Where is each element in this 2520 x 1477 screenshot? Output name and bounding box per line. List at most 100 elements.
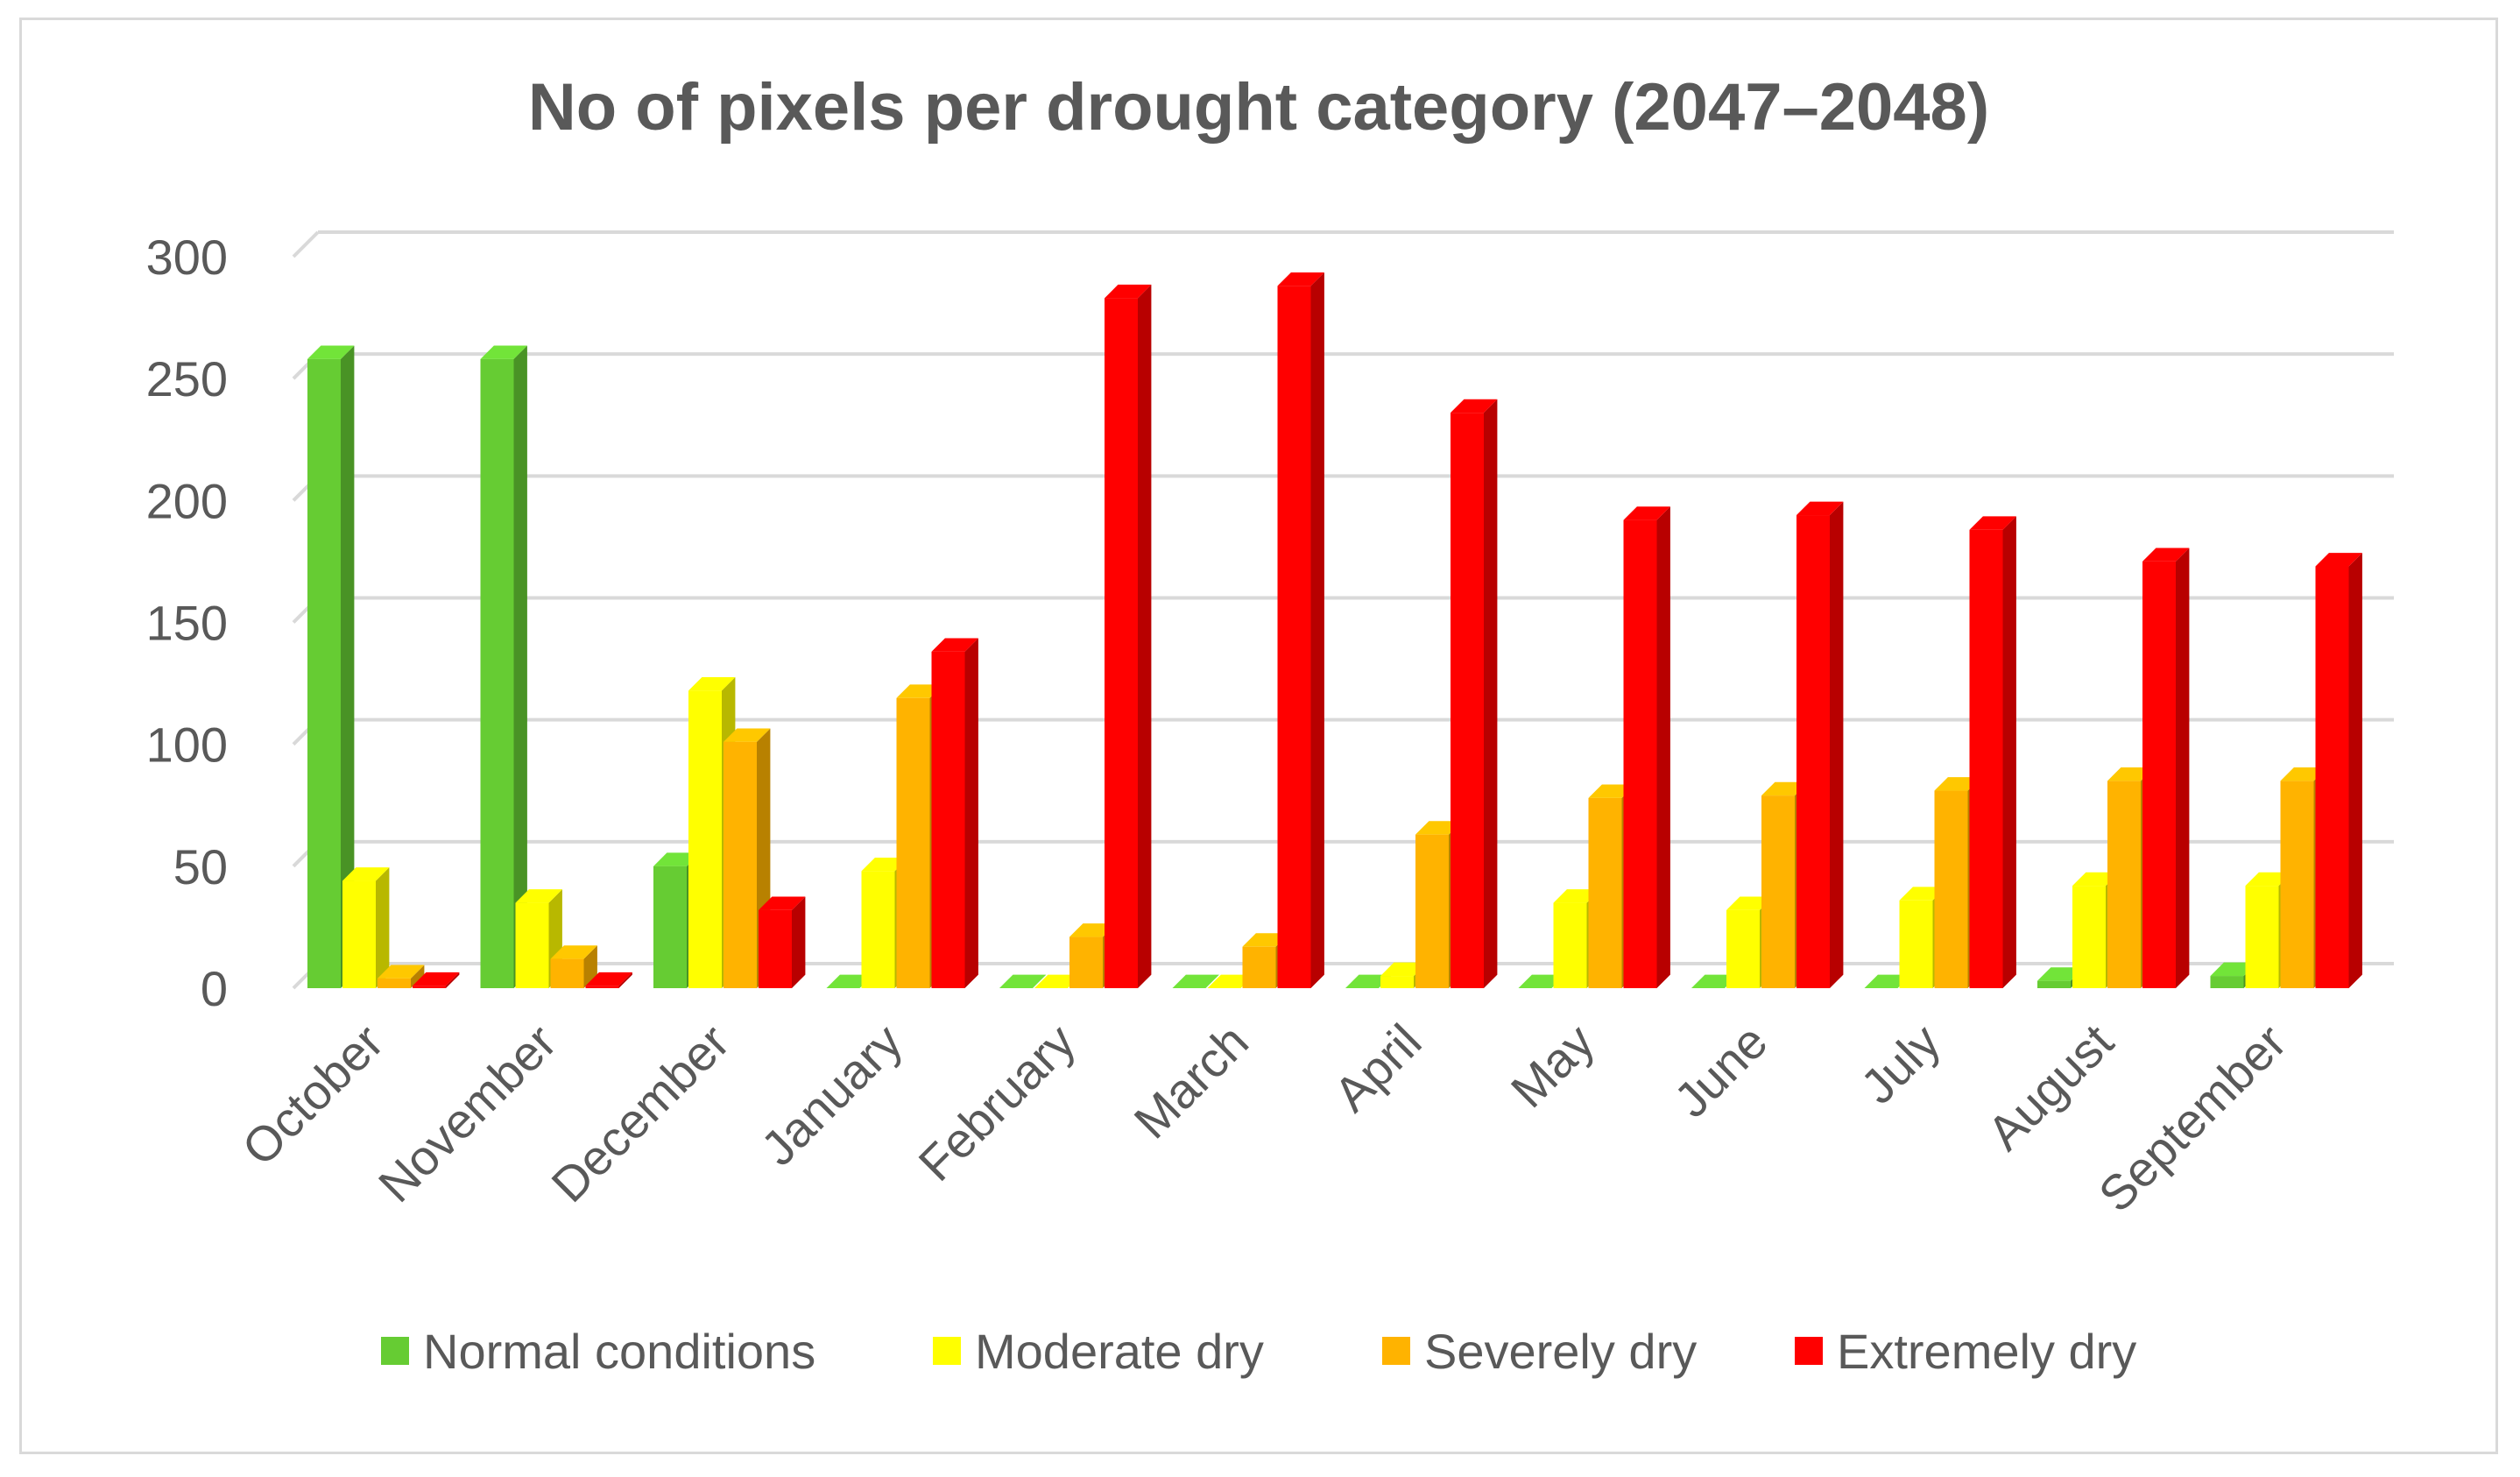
bar-side <box>792 896 806 988</box>
y-tick-label: 50 <box>173 839 228 894</box>
bar-top <box>2315 553 2362 567</box>
bar-group-august <box>2037 548 2190 988</box>
bar <box>515 889 562 988</box>
bar-front <box>1553 902 1587 988</box>
bar-front <box>550 958 584 988</box>
bar-front <box>1969 529 2003 988</box>
bar-group-february <box>999 284 1152 989</box>
bar-group-september <box>2210 553 2362 988</box>
bar-front <box>1726 909 1760 988</box>
y-tick-label: 300 <box>146 230 228 285</box>
bar-side <box>446 972 460 988</box>
bar-front <box>688 690 722 988</box>
bar-front <box>1380 976 1414 988</box>
legend: Normal conditions Moderate dry Severely dr… <box>381 1324 2136 1379</box>
x-category-label: July <box>1850 1014 1951 1114</box>
legend-swatch <box>933 1337 961 1365</box>
bar-group-april <box>1345 399 1498 989</box>
bar-front <box>2072 886 2106 988</box>
bar-front <box>1796 515 1830 988</box>
x-category-label: February <box>907 1014 1085 1191</box>
chart-title: No of pixels per drought category (2047–… <box>528 70 1989 145</box>
bar-front <box>724 741 757 988</box>
bar-front <box>1934 790 1968 988</box>
bar-side <box>411 965 425 988</box>
bar-group-december <box>653 677 806 988</box>
bar-top <box>550 945 597 959</box>
legend-swatch <box>1795 1337 1823 1365</box>
bar-front <box>1415 834 1449 988</box>
bar <box>1623 506 1670 988</box>
y-tick-label: 150 <box>146 596 228 651</box>
bar-top <box>1623 506 1670 520</box>
bar <box>1172 974 1219 988</box>
bar-front <box>931 651 965 988</box>
bar-front <box>480 358 514 988</box>
bar <box>2142 548 2190 988</box>
bar-top <box>307 345 355 359</box>
bar-top <box>413 972 460 986</box>
bar-group-november <box>480 345 632 988</box>
bar-front <box>515 902 549 988</box>
bar <box>759 896 806 988</box>
bar-front <box>585 986 619 988</box>
bar-side <box>1830 501 1844 988</box>
bar <box>378 965 425 988</box>
bar-top <box>724 728 771 742</box>
bar <box>585 972 632 988</box>
bar-front <box>1277 286 1311 988</box>
x-category-label: October <box>231 1014 393 1176</box>
bar-series <box>307 272 2362 989</box>
y-tick-label: 250 <box>146 351 228 406</box>
bar-side <box>1138 284 1152 989</box>
bar-front <box>1242 946 1276 988</box>
bar-group-march <box>1172 272 1324 988</box>
bar <box>2315 553 2362 988</box>
bar <box>342 867 390 988</box>
bar-top <box>480 345 527 359</box>
legend-swatch <box>1382 1337 1410 1365</box>
bar-front <box>378 978 411 988</box>
y-tick-label: 200 <box>146 473 228 528</box>
bar-front <box>2245 886 2279 988</box>
legend-item: Extremely dry <box>1795 1324 2136 1379</box>
bar-front <box>1451 413 1484 989</box>
bar-group-january <box>826 638 978 988</box>
bar-front <box>1899 900 1933 988</box>
y-tick-label: 0 <box>201 961 228 1016</box>
bar-top <box>759 896 806 910</box>
bar-top <box>515 889 562 903</box>
x-category-label: April <box>1324 1014 1432 1122</box>
y-tick-label: 100 <box>146 717 228 773</box>
bar-front <box>861 871 895 988</box>
bar-side <box>964 638 978 988</box>
bar-top <box>688 677 736 691</box>
bar-front <box>759 909 792 988</box>
bar-side <box>1484 399 1498 988</box>
bar <box>480 345 527 988</box>
bar-top <box>2142 548 2190 562</box>
legend-item: Moderate dry <box>933 1324 1264 1379</box>
x-category-label: September <box>2088 1014 2297 1222</box>
legend-label: Moderate dry <box>975 1324 1264 1379</box>
bar-side <box>341 345 355 988</box>
bar-front <box>1069 936 1103 988</box>
bar <box>550 945 597 988</box>
chart-frame: No of pixels per drought category (2047–… <box>19 18 2498 1454</box>
bar-top <box>1172 974 1219 988</box>
legend-label: Severely dry <box>1424 1324 1697 1379</box>
x-category-label: March <box>1123 1014 1259 1149</box>
bar <box>307 345 355 988</box>
bar-side <box>2002 516 2016 988</box>
gridlines <box>292 230 2394 990</box>
bar-front <box>1588 797 1622 988</box>
bar-top <box>342 867 390 881</box>
legend-swatch <box>381 1337 409 1365</box>
bar-side <box>2176 548 2190 988</box>
bar-front <box>2107 781 2141 988</box>
bar-top <box>999 974 1047 988</box>
bar <box>1969 516 2016 988</box>
bar-front <box>342 880 376 988</box>
legend-item: Normal conditions <box>381 1324 815 1379</box>
bar-top <box>1277 272 1324 286</box>
